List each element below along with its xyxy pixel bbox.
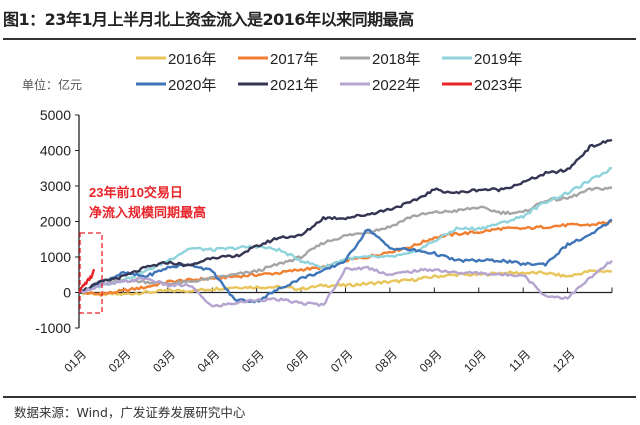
highlight-box [79, 232, 103, 314]
legend-label: 2023年 [474, 77, 522, 94]
x-tick-label: 04月 [195, 347, 223, 375]
series-line-2020年 [78, 218, 613, 304]
x-tick-label: 11月 [506, 347, 533, 374]
title-rule [3, 38, 636, 40]
y-tick-label: 3000 [40, 178, 71, 194]
x-tick-label: 12月 [550, 347, 578, 375]
x-tick-label: 10月 [461, 347, 489, 375]
legend-label: 2017年 [270, 51, 318, 68]
legend-label: 2020年 [168, 77, 216, 94]
series-line-2022年 [78, 259, 613, 308]
x-tick-label: 08月 [372, 347, 400, 375]
y-tick-label: 4000 [40, 143, 71, 159]
source-note: 数据来源：Wind，广发证券发展研究中心 [14, 405, 246, 420]
x-tick-label: 01月 [61, 347, 89, 375]
legend-label: 2022年 [372, 77, 420, 94]
legend-label: 2019年 [474, 51, 522, 68]
legend-label: 2021年 [270, 77, 318, 94]
source-rule [3, 396, 636, 398]
x-tick-label: 03月 [150, 347, 178, 375]
series-line-2023年 [78, 268, 96, 294]
series-line-2018年 [78, 186, 613, 295]
x-tick-label: 05月 [239, 347, 267, 375]
legend-label: 2018年 [372, 51, 420, 68]
y-tick-label: 5000 [40, 107, 71, 123]
y-tick-label: 1000 [40, 249, 71, 265]
y-tick-label: 0 [63, 285, 71, 301]
series-line-2016年 [78, 269, 613, 297]
x-tick-label: 09月 [417, 347, 445, 375]
y-axis-label: 单位：亿元 [22, 77, 82, 92]
y-tick-label: 2000 [40, 214, 71, 230]
annotation-text: 净流入规模同期最高 [89, 205, 206, 220]
x-tick-label: 02月 [106, 347, 134, 375]
legend-label: 2016年 [168, 51, 216, 68]
series-line-2021年 [78, 138, 613, 294]
x-tick-label: 07月 [328, 347, 356, 375]
annotation-text: 23年前10交易日 [89, 185, 183, 200]
x-tick-label: 06月 [283, 347, 311, 375]
figure-title: 图1：23年1月上半月北上资金流入是2016年以来同期最高 [3, 10, 414, 29]
y-tick-label: -1000 [35, 320, 71, 336]
